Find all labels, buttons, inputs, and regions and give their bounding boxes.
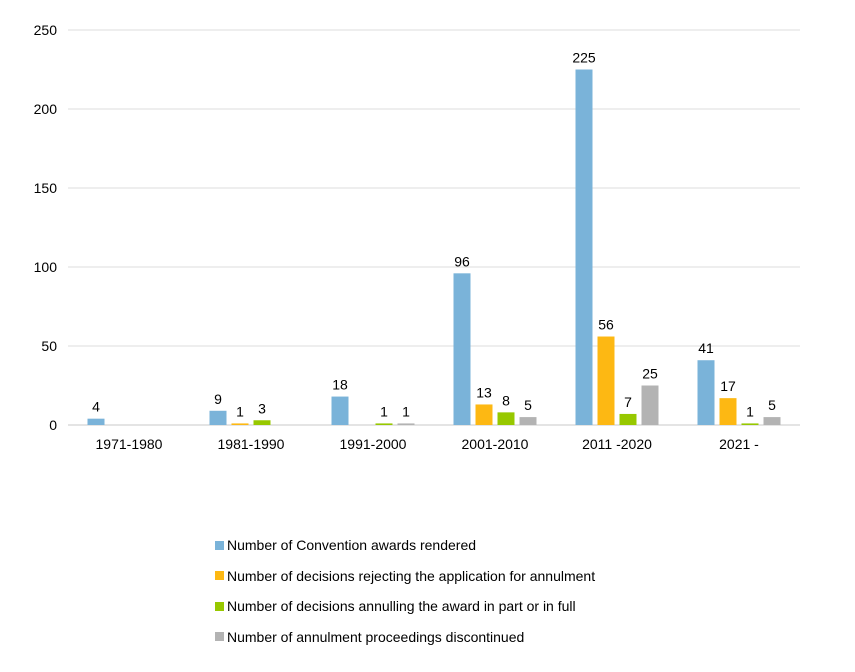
data-label: 17	[720, 378, 736, 394]
legend-label: Number of Convention awards rendered	[227, 537, 477, 554]
legend-swatch	[215, 571, 224, 581]
bar	[519, 417, 537, 425]
bar	[397, 423, 415, 425]
bar	[497, 412, 515, 425]
data-label: 41	[698, 340, 714, 356]
bar	[331, 396, 349, 425]
data-label: 4	[92, 399, 100, 415]
bar	[719, 398, 737, 425]
bar	[763, 417, 781, 425]
x-tick-label: 2011 -2020	[582, 436, 652, 452]
bar	[597, 336, 615, 425]
bar	[253, 420, 271, 425]
bar	[641, 385, 659, 425]
data-label: 1	[380, 403, 388, 419]
y-tick-label: 100	[34, 259, 58, 275]
y-tick-label: 200	[34, 101, 58, 117]
y-tick-label: 0	[49, 417, 57, 433]
legend-item: Number of decisions annulling the award …	[215, 591, 595, 622]
bar	[619, 413, 637, 425]
bar	[375, 423, 393, 425]
legend-item: Number of decisions rejecting the applic…	[215, 561, 595, 592]
data-label: 1	[746, 403, 754, 419]
legend: Number of Convention awards rendered Numb…	[215, 530, 595, 652]
bar	[697, 360, 715, 425]
x-tick-label: 1991-2000	[340, 436, 407, 452]
x-tick-label: 2001-2010	[462, 436, 529, 452]
data-label: 96	[454, 253, 470, 269]
legend-label: Number of annulment proceedings disconti…	[227, 628, 525, 645]
data-label: 5	[524, 397, 532, 413]
data-label: 13	[476, 384, 492, 400]
x-tick-label: 1981-1990	[218, 436, 285, 452]
data-label: 1	[236, 403, 244, 419]
legend-swatch	[215, 632, 224, 642]
legend-label: Number of decisions annulling the award …	[227, 598, 576, 615]
x-tick-label: 1971-1980	[96, 436, 163, 452]
legend-swatch	[215, 601, 224, 611]
legend-swatch	[215, 540, 224, 550]
bar	[209, 410, 227, 425]
legend-item: Number of Convention awards rendered	[215, 530, 595, 561]
y-tick-label: 250	[34, 22, 58, 38]
y-tick-label: 50	[41, 338, 57, 354]
data-label: 5	[768, 397, 776, 413]
data-label: 225	[572, 50, 596, 66]
bar	[87, 418, 105, 425]
legend-item: Number of annulment proceedings disconti…	[215, 622, 595, 653]
data-label: 7	[624, 394, 632, 410]
legend-label: Number of decisions rejecting the applic…	[227, 567, 596, 584]
bar	[475, 404, 493, 425]
data-label: 18	[332, 377, 348, 393]
data-label: 56	[598, 317, 614, 333]
data-label: 1	[402, 403, 410, 419]
y-tick-label: 150	[34, 180, 58, 196]
data-label: 9	[214, 391, 222, 407]
bar	[231, 423, 249, 425]
data-label: 25	[642, 366, 658, 382]
bar	[453, 273, 471, 425]
bar	[575, 69, 593, 425]
bar	[741, 423, 759, 425]
data-label: 8	[502, 392, 510, 408]
data-label: 3	[258, 400, 266, 416]
x-tick-label: 2021 -	[719, 436, 759, 452]
